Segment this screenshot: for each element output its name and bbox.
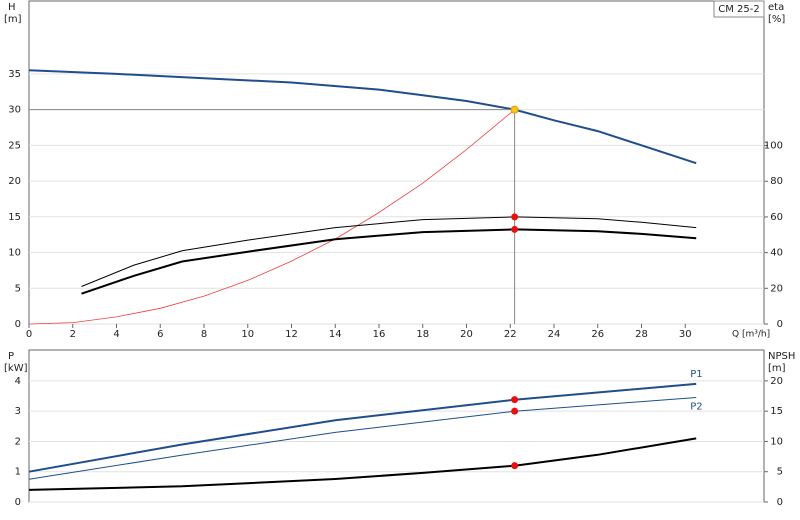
operating-point	[511, 213, 519, 221]
y2-tick-label: 20	[770, 283, 783, 294]
curve	[28, 397, 697, 480]
y-axis-unit: [m]	[4, 14, 22, 25]
plot-frame	[28, 0, 765, 325]
y-tick-label: 15	[8, 212, 21, 223]
curve	[28, 382, 697, 473]
curve	[28, 109, 515, 325]
x-tick-label: 10	[241, 329, 254, 340]
y2-tick-label: 10	[770, 436, 783, 447]
y-tick-label: 35	[8, 69, 21, 80]
chart-title: CM 25-2	[718, 4, 759, 15]
y-tick-label: 5	[15, 283, 21, 294]
operating-point	[511, 225, 519, 233]
x-tick-label: 24	[548, 329, 561, 340]
x-tick-label: 20	[460, 329, 473, 340]
operating-point	[511, 407, 519, 415]
y2-tick-label: 60	[770, 212, 783, 223]
y-tick-label: 2	[15, 436, 21, 447]
x-tick-label: 0	[26, 329, 32, 340]
y2-tick-label: 20	[770, 376, 783, 387]
y-tick-label: 4	[15, 376, 21, 387]
curve	[28, 69, 697, 165]
x-tick-label: 18	[416, 329, 429, 340]
y-tick-label: 0	[15, 497, 21, 508]
y2-axis-label: NPSH	[768, 351, 795, 362]
y-axis-label: H	[8, 2, 16, 13]
series-label: P2	[690, 402, 702, 413]
y-tick-label: 30	[8, 105, 21, 116]
y-tick-label: 1	[15, 467, 21, 478]
curve	[81, 216, 697, 287]
y-axis-label: P	[8, 351, 14, 362]
y2-tick-label: 80	[770, 176, 783, 187]
x-tick-label: 16	[373, 329, 386, 340]
plot-frame	[28, 349, 765, 503]
x-tick-label: 30	[679, 329, 692, 340]
y-tick-label: 3	[15, 406, 21, 417]
x-tick-label: 14	[329, 329, 342, 340]
x-tick-label: 4	[113, 329, 119, 340]
y2-tick-label: 15	[770, 406, 783, 417]
y-tick-label: 25	[8, 140, 21, 151]
operating-point	[511, 396, 519, 404]
curve	[28, 437, 697, 491]
x-tick-label: 6	[157, 329, 163, 340]
curve	[81, 228, 697, 295]
y2-tick-label: 5	[777, 467, 783, 478]
y2-tick-label: 0	[777, 319, 783, 330]
y-tick-label: 0	[15, 319, 21, 330]
x-tick-label: 28	[635, 329, 648, 340]
y2-tick-label: 40	[770, 248, 783, 259]
y-tick-label: 20	[8, 176, 21, 187]
y2-tick-label: 100	[764, 141, 783, 152]
y2-tick-label: 0	[777, 497, 783, 508]
x-tick-label: 26	[591, 329, 604, 340]
operating-point	[510, 105, 519, 114]
x-tick-label: 8	[201, 329, 207, 340]
x-tick-label: 12	[285, 329, 298, 340]
y2-axis-label: eta	[768, 2, 784, 13]
y2-axis-unit: [%]	[768, 14, 785, 25]
operating-point	[511, 462, 519, 470]
series-label: P1	[690, 369, 702, 380]
x-tick-label: 22	[504, 329, 517, 340]
y-tick-label: 10	[8, 248, 21, 259]
title-box	[713, 0, 765, 18]
y2-axis-unit: [m]	[768, 363, 786, 374]
y-axis-unit: [kW]	[4, 363, 28, 374]
x-tick-label: 2	[70, 329, 76, 340]
x-axis-label: Q [m³/h]	[732, 330, 770, 340]
